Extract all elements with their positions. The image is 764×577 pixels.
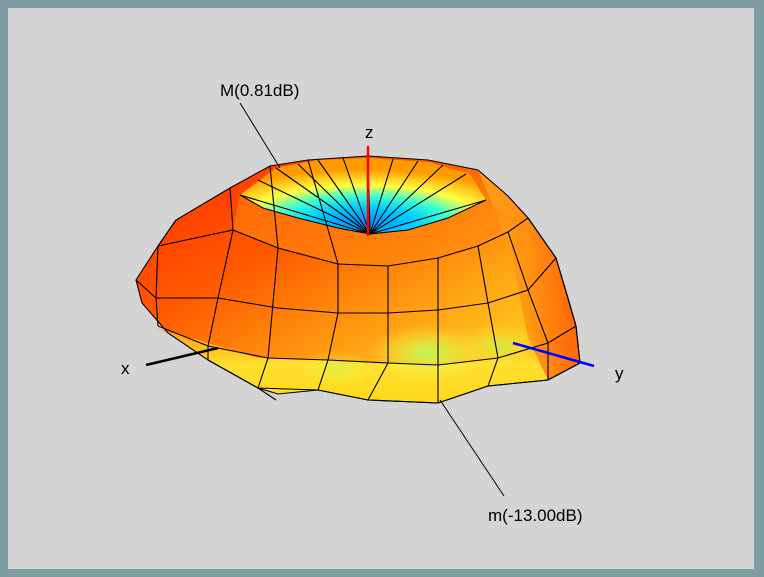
x-axis [145,346,219,367]
min-annotation: m(-13.00dB) [488,506,582,525]
max-annotation: M(0.81dB) [220,81,299,100]
axis-label-z: z [365,123,374,142]
min-leader-line [439,399,505,497]
plot-viewport[interactable]: M(0.81dB) m(-13.00dB) z x y [8,8,754,569]
y-axis [512,341,595,368]
radiation-pattern-3d[interactable]: M(0.81dB) m(-13.00dB) z x y [8,8,754,569]
max-leader-line [239,102,281,169]
axis-label-x: x [121,359,130,378]
pattern-surface [136,156,580,403]
axis-label-y: y [615,364,624,383]
mesh-grid [135,155,581,404]
